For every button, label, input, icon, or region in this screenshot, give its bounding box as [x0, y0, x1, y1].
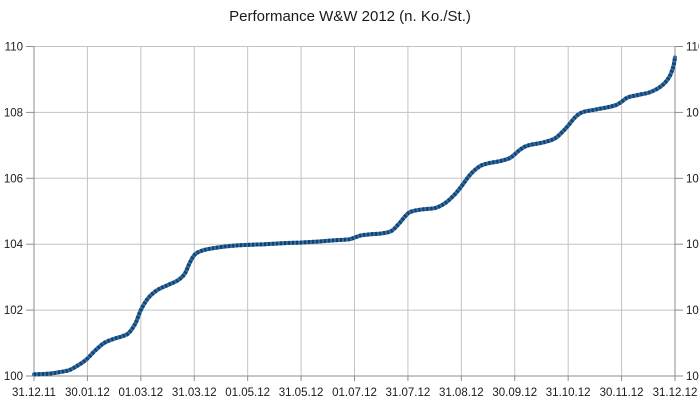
axis-ticks	[26, 46, 683, 381]
x-tick-label: 30.01.12	[65, 387, 110, 399]
y-tick-label-right: 104	[686, 239, 699, 251]
y-tick-label-left: 108	[4, 107, 23, 119]
series-line	[32, 55, 677, 377]
x-tick-label: 30.09.12	[492, 387, 537, 399]
y-axis-labels-right: 100 102 104 106 108 110	[686, 42, 699, 384]
x-tick-label: 31.08.12	[439, 387, 484, 399]
y-tick-label-right: 102	[686, 305, 699, 317]
gridlines	[33, 46, 676, 377]
x-tick-label: 31.05.12	[279, 387, 324, 399]
y-tick-label-left: 104	[4, 239, 24, 251]
performance-line-marker-texture	[33, 57, 677, 377]
y-tick-label-right: 100	[686, 371, 699, 383]
y-axis-labels-left: 100 102 104 106 108 110	[4, 42, 24, 384]
x-tick-label: 31.10.12	[546, 387, 591, 399]
y-tick-label-left: 100	[4, 371, 23, 383]
x-tick-label: 31.07.12	[386, 387, 431, 399]
x-axis-labels: 31.12.11 30.01.12 01.03.12 31.03.12 01.05.12…	[12, 387, 697, 399]
chart-title: Performance W&W 2012 (n. Ko./St.)	[229, 8, 471, 25]
x-tick-label: 30.11.12	[600, 387, 644, 399]
y-tick-label-right: 110	[686, 42, 699, 54]
y-tick-label-left: 102	[4, 305, 23, 317]
x-tick-label: 01.07.12	[332, 387, 377, 399]
x-tick-label: 01.05.12	[225, 387, 270, 399]
y-tick-label-left: 110	[5, 42, 23, 54]
x-tick-label: 01.03.12	[118, 387, 163, 399]
y-tick-label-left: 106	[4, 173, 23, 185]
y-tick-label-right: 106	[686, 173, 699, 185]
y-tick-label-right: 108	[686, 107, 699, 119]
x-tick-label: 31.12.12	[653, 387, 698, 399]
x-tick-label: 31.03.12	[172, 387, 217, 399]
x-tick-label: 31.12.11	[12, 387, 56, 399]
